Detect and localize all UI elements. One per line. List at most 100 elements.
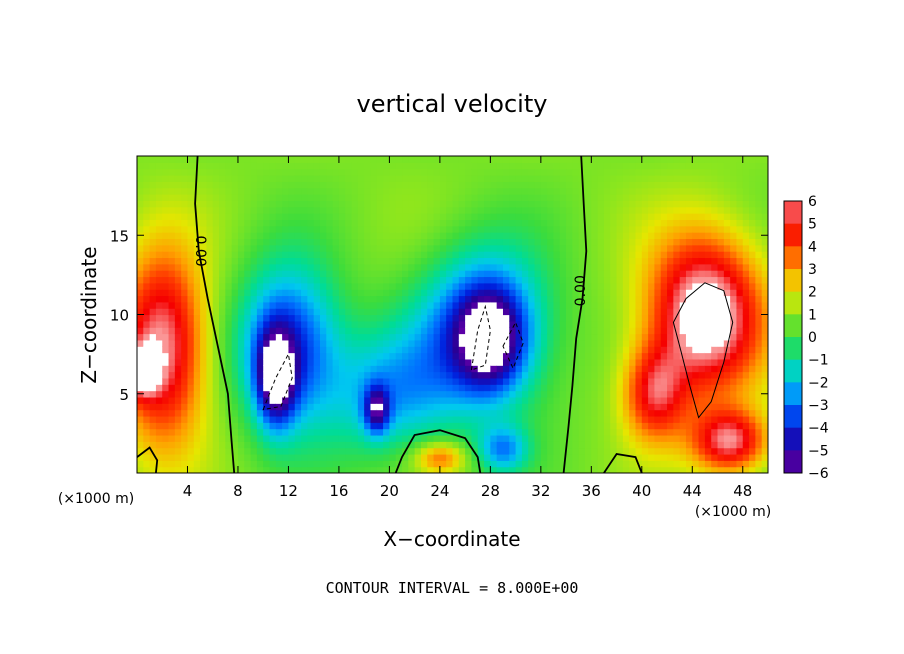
field-cell	[433, 384, 441, 392]
field-cell	[439, 276, 447, 284]
field-cell	[641, 396, 649, 404]
field-cell	[559, 384, 567, 392]
field-cell	[509, 187, 517, 195]
field-cell	[572, 314, 580, 322]
field-cell	[162, 320, 170, 328]
field-cell	[629, 428, 637, 436]
field-cell	[250, 422, 258, 430]
field-cell	[357, 403, 365, 411]
field-cell	[622, 403, 630, 411]
field-cell	[717, 168, 725, 176]
field-cell	[559, 358, 567, 366]
field-cell	[452, 168, 460, 176]
field-cell	[534, 200, 542, 208]
field-cell	[168, 156, 176, 163]
field-cell	[357, 409, 365, 417]
field-cell	[168, 181, 176, 189]
field-cell	[364, 270, 372, 278]
field-cell	[515, 308, 523, 316]
field-cell	[717, 295, 725, 303]
field-cell	[484, 365, 491, 373]
field-cell	[364, 232, 372, 240]
field-cell	[206, 466, 214, 473]
field-cell	[761, 314, 768, 322]
field-cell	[319, 162, 327, 170]
field-cell	[490, 377, 498, 385]
field-cell	[269, 327, 277, 335]
field-cell	[364, 213, 372, 220]
field-cell	[622, 384, 630, 392]
field-cell	[585, 181, 592, 189]
field-cell	[351, 428, 359, 436]
field-cell	[641, 371, 649, 379]
field-cell	[704, 168, 712, 176]
field-cell	[269, 460, 277, 468]
field-cell	[187, 358, 195, 366]
field-cell	[465, 422, 473, 430]
field-cell	[313, 422, 321, 430]
field-cell	[692, 270, 700, 278]
field-cell	[326, 295, 334, 303]
field-cell	[427, 441, 435, 449]
field-cell	[256, 181, 264, 189]
field-cell	[736, 206, 744, 214]
field-cell	[749, 352, 756, 360]
field-cell	[723, 365, 731, 373]
field-cell	[679, 377, 687, 385]
field-cell	[237, 409, 245, 417]
field-cell	[402, 244, 409, 252]
field-cell	[528, 232, 536, 240]
field-cell	[357, 270, 365, 278]
field-cell	[301, 168, 308, 176]
field-cell	[704, 257, 712, 265]
field-cell	[338, 225, 346, 233]
field-cell	[137, 428, 144, 436]
field-cell	[667, 441, 674, 449]
field-cell	[540, 358, 548, 366]
field-cell	[471, 460, 479, 468]
field-cell	[231, 295, 239, 303]
field-cell	[288, 352, 296, 360]
field-cell	[174, 219, 182, 227]
field-cell	[660, 358, 668, 366]
field-cell	[528, 314, 536, 322]
field-cell	[723, 415, 731, 423]
field-cell	[187, 453, 195, 461]
field-cell	[641, 270, 649, 278]
field-cell	[679, 276, 687, 284]
field-cell	[414, 257, 422, 265]
field-cell	[433, 339, 441, 347]
field-cell	[237, 206, 245, 214]
field-cell	[244, 453, 252, 461]
field-cell	[679, 390, 687, 398]
field-cell	[288, 377, 296, 385]
field-cell	[446, 428, 454, 436]
field-cell	[452, 295, 460, 303]
field-cell	[212, 365, 220, 373]
field-cell	[282, 314, 290, 322]
field-cell	[502, 251, 510, 259]
field-cell	[547, 441, 555, 449]
field-cell	[370, 175, 378, 182]
field-cell	[698, 187, 706, 195]
field-cell	[673, 263, 681, 271]
field-cell	[616, 346, 624, 354]
field-cell	[389, 175, 397, 182]
field-cell	[313, 365, 321, 373]
field-cell	[155, 295, 163, 303]
field-cell	[597, 270, 605, 278]
field-cell	[547, 352, 555, 360]
field-cell	[559, 206, 567, 214]
field-cell	[433, 238, 441, 246]
field-cell	[187, 441, 195, 449]
field-cell	[566, 206, 573, 214]
field-cell	[496, 403, 504, 411]
field-cell	[143, 358, 151, 366]
field-cell	[534, 187, 542, 195]
field-cell	[685, 441, 693, 449]
field-cell	[446, 333, 454, 341]
field-cell	[717, 447, 725, 455]
field-cell	[458, 384, 466, 392]
field-cell	[351, 301, 359, 309]
field-cell	[193, 390, 201, 398]
